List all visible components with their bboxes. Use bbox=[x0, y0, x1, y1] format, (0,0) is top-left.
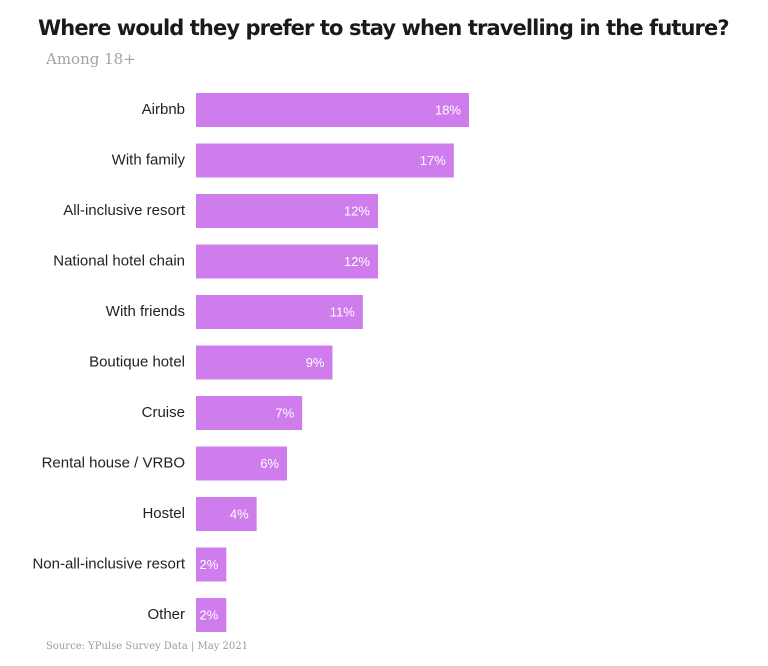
category-label: Boutique hotel bbox=[89, 353, 185, 370]
bar bbox=[196, 93, 469, 127]
value-label: 7% bbox=[275, 405, 294, 420]
category-label: Cruise bbox=[142, 404, 185, 421]
value-label: 4% bbox=[230, 506, 249, 521]
category-label: Non-all-inclusive resort bbox=[32, 555, 185, 572]
value-label: 17% bbox=[420, 153, 446, 168]
category-label: With friends bbox=[106, 303, 185, 320]
bar bbox=[196, 497, 257, 531]
chart-subtitle: Among 18+ bbox=[46, 50, 136, 68]
bar bbox=[196, 446, 287, 481]
bar bbox=[196, 244, 378, 279]
category-label: With family bbox=[112, 151, 186, 168]
value-label: 6% bbox=[260, 456, 279, 471]
value-label: 2% bbox=[200, 557, 219, 572]
value-label: 11% bbox=[330, 304, 355, 319]
value-label: 12% bbox=[344, 254, 370, 269]
category-label: Hostel bbox=[142, 505, 185, 522]
category-label: Other bbox=[147, 606, 185, 623]
bar bbox=[196, 295, 363, 329]
bar bbox=[196, 194, 378, 228]
value-label: 12% bbox=[344, 203, 370, 218]
category-label: Airbnb bbox=[142, 101, 185, 118]
category-label: Rental house / VRBO bbox=[42, 454, 185, 471]
bar bbox=[196, 345, 333, 380]
bar bbox=[196, 396, 303, 430]
chart-title: Where would they prefer to stay when tra… bbox=[38, 16, 730, 40]
value-label: 2% bbox=[200, 607, 219, 622]
category-label: All-inclusive resort bbox=[63, 202, 186, 219]
bar bbox=[196, 547, 227, 582]
value-label: 9% bbox=[306, 355, 325, 370]
category-label: National hotel chain bbox=[53, 252, 185, 269]
bar bbox=[196, 143, 454, 178]
value-label: 18% bbox=[435, 102, 461, 117]
bars-group: Airbnb 18% With family 17% All-inclusive res… bbox=[32, 93, 469, 632]
bar bbox=[196, 598, 227, 632]
source-note: Source: YPulse Survey Data | May 2021 bbox=[46, 641, 248, 652]
